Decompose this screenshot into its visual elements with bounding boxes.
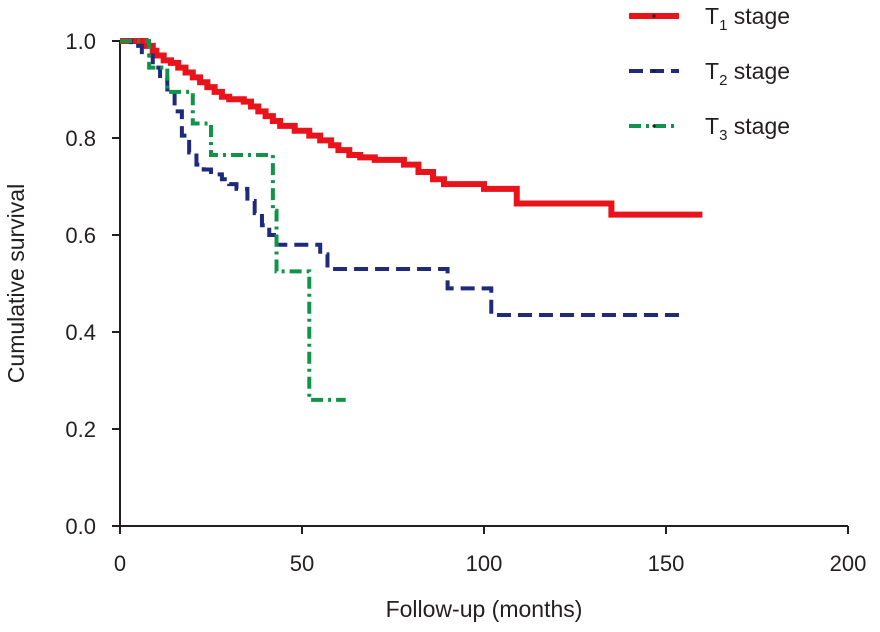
- legend-label-main: T: [705, 3, 719, 29]
- legend-marker-t1: [652, 14, 656, 18]
- legend-label-sub: 1: [719, 17, 727, 34]
- y-tick-label: 0.8: [65, 126, 96, 151]
- series-layer: [120, 38, 703, 402]
- legend-label-t1: T1 stage: [705, 3, 790, 34]
- x-tick-label: 0: [114, 551, 126, 576]
- legend-label-tail: stage: [727, 3, 790, 29]
- legend-label-main: T: [705, 113, 719, 139]
- x-axis-ticks: 0 50 100 150 200: [114, 526, 866, 576]
- series-line-t3: [120, 39, 346, 402]
- legend-label-tail: stage: [727, 113, 790, 139]
- legend-marker-t2: [652, 69, 656, 73]
- y-tick-label: 0.6: [65, 223, 96, 248]
- legend-label-t3: T3 stage: [705, 113, 790, 144]
- y-axis-ticks: 0.0 0.2 0.4 0.6 0.8 1.0: [65, 29, 120, 539]
- y-tick-label: 0.2: [65, 417, 96, 442]
- legend-label-tail: stage: [727, 58, 790, 84]
- x-tick-label: 200: [830, 551, 867, 576]
- y-tick-label: 0.4: [65, 320, 96, 345]
- y-axis-title: Cumulative survival: [3, 184, 29, 383]
- y-tick-label: 1.0: [65, 29, 96, 54]
- x-tick-label: 100: [466, 551, 503, 576]
- x-axis-title: Follow-up (months): [386, 596, 583, 622]
- legend-marker-t3: [652, 124, 656, 128]
- legend-label-sub: 3: [719, 127, 727, 144]
- y-tick-label: 0.0: [65, 514, 96, 539]
- legend-label-main: T: [705, 58, 719, 84]
- legend-label-t2: T2 stage: [705, 58, 790, 89]
- x-tick-label: 50: [290, 551, 314, 576]
- series-line-t1: [120, 38, 703, 218]
- x-tick-label: 150: [648, 551, 685, 576]
- series-line-t2: [120, 39, 681, 318]
- legend-label-sub: 2: [719, 72, 727, 89]
